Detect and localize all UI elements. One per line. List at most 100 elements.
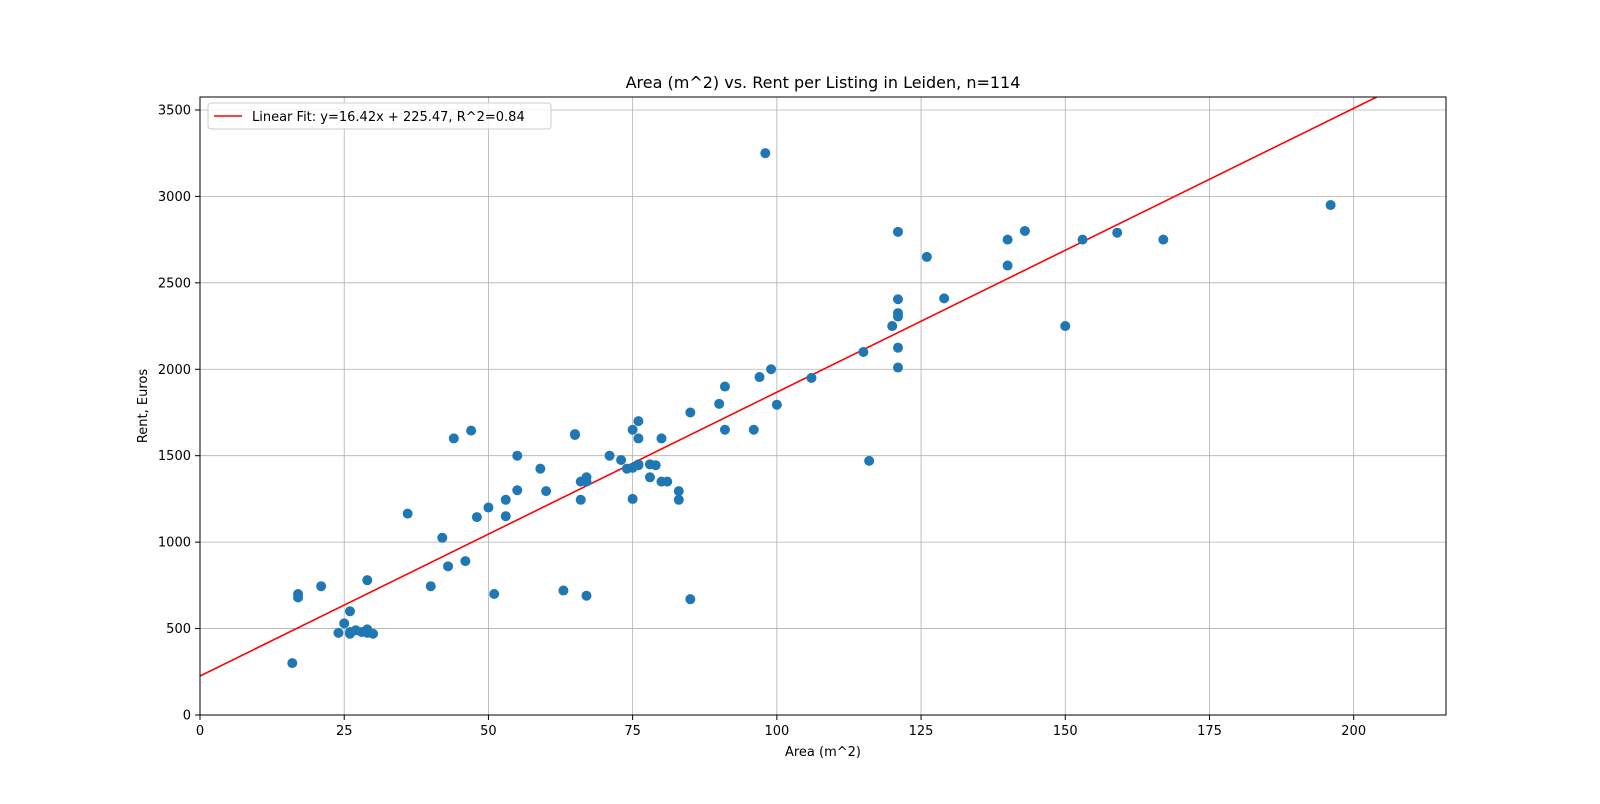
data-point <box>892 362 903 373</box>
x-tick-label: 175 <box>1197 724 1222 739</box>
data-point <box>627 493 638 504</box>
data-point <box>541 486 552 497</box>
data-point <box>293 592 304 603</box>
data-point <box>483 502 494 513</box>
data-point <box>1158 234 1169 245</box>
x-tick-label: 50 <box>480 724 497 739</box>
x-axis-ticks: 0 25 50 75 100 125 150 175 200 <box>196 715 1366 739</box>
data-point <box>443 561 454 572</box>
data-point <box>771 399 782 410</box>
data-point <box>864 455 875 466</box>
data-point <box>806 372 817 383</box>
data-point <box>512 450 523 461</box>
data-point <box>939 293 950 304</box>
data-point <box>1060 321 1071 332</box>
data-point <box>604 450 615 461</box>
data-point <box>685 407 696 418</box>
data-point <box>673 494 684 505</box>
data-point <box>500 511 511 522</box>
data-point <box>921 251 932 262</box>
y-tick-label: 1500 <box>158 449 191 464</box>
data-point <box>575 494 586 505</box>
data-point <box>362 575 373 586</box>
fit-line-layer <box>200 97 1379 677</box>
data-point <box>466 425 477 436</box>
data-point <box>500 494 511 505</box>
data-point <box>316 581 327 592</box>
x-axis-label: Area (m^2) <box>785 745 861 760</box>
data-point <box>719 381 730 392</box>
data-point <box>685 594 696 605</box>
x-tick-label: 75 <box>624 724 641 739</box>
data-point <box>650 460 661 471</box>
data-point <box>754 372 765 383</box>
data-point <box>581 590 592 601</box>
data-point <box>558 585 569 596</box>
data-point <box>1002 260 1013 271</box>
chart-title: Area (m^2) vs. Rent per Listing in Leide… <box>626 73 1021 92</box>
y-tick-label: 0 <box>183 709 191 724</box>
data-point <box>892 342 903 353</box>
data-point <box>460 556 471 567</box>
data-point <box>344 606 355 617</box>
data-point <box>581 476 592 487</box>
data-point <box>535 463 546 474</box>
x-tick-label: 200 <box>1341 724 1366 739</box>
linear-fit-line <box>200 97 1379 677</box>
data-point <box>892 311 903 322</box>
x-tick-label: 100 <box>764 724 789 739</box>
data-point <box>627 424 638 435</box>
y-tick-label: 1000 <box>158 536 191 551</box>
data-point <box>719 424 730 435</box>
x-tick-label: 25 <box>336 724 353 739</box>
data-point <box>616 455 627 466</box>
legend: Linear Fit: y=16.42x + 225.47, R^2=0.84 <box>207 102 552 130</box>
y-tick-label: 2500 <box>158 276 191 291</box>
y-axis-label: Rent, Euros <box>136 369 151 444</box>
data-point <box>887 321 898 332</box>
data-point <box>892 294 903 305</box>
data-point <box>673 486 684 497</box>
y-tick-label: 3000 <box>158 190 191 205</box>
data-point <box>402 508 413 519</box>
x-tick-label: 0 <box>196 724 204 739</box>
data-point <box>1077 234 1088 245</box>
data-point <box>569 429 580 440</box>
data-point <box>748 424 759 435</box>
data-point <box>766 364 777 375</box>
plot-frame <box>199 96 1447 716</box>
data-point <box>662 476 673 487</box>
data-point <box>760 148 771 159</box>
data-point <box>425 581 436 592</box>
legend-box <box>207 102 552 130</box>
y-tick-label: 2000 <box>158 363 191 378</box>
y-tick-label: 3500 <box>158 103 191 118</box>
data-point <box>339 618 350 629</box>
data-point <box>892 226 903 237</box>
data-point <box>1112 227 1123 238</box>
data-point <box>1002 234 1013 245</box>
y-axis-ticks: 0 500 1000 1500 2000 2500 3000 3500 <box>158 103 200 724</box>
data-point <box>448 433 459 444</box>
data-point <box>333 627 344 638</box>
data-point <box>471 512 482 523</box>
legend-label-linear-fit: Linear Fit: y=16.42x + 225.47, R^2=0.84 <box>252 110 525 125</box>
data-point <box>633 416 644 427</box>
data-points <box>287 148 1336 669</box>
data-point <box>644 472 655 483</box>
y-tick-label: 500 <box>166 622 191 637</box>
data-point <box>1325 200 1336 211</box>
data-point <box>368 628 379 639</box>
data-point <box>714 398 725 409</box>
data-point <box>512 485 523 496</box>
data-point <box>858 346 869 357</box>
data-point <box>633 460 644 471</box>
data-point <box>1019 225 1030 236</box>
x-tick-label: 125 <box>909 724 934 739</box>
data-point <box>633 433 644 444</box>
data-point <box>287 658 298 669</box>
data-point <box>656 433 667 444</box>
data-point <box>437 532 448 543</box>
